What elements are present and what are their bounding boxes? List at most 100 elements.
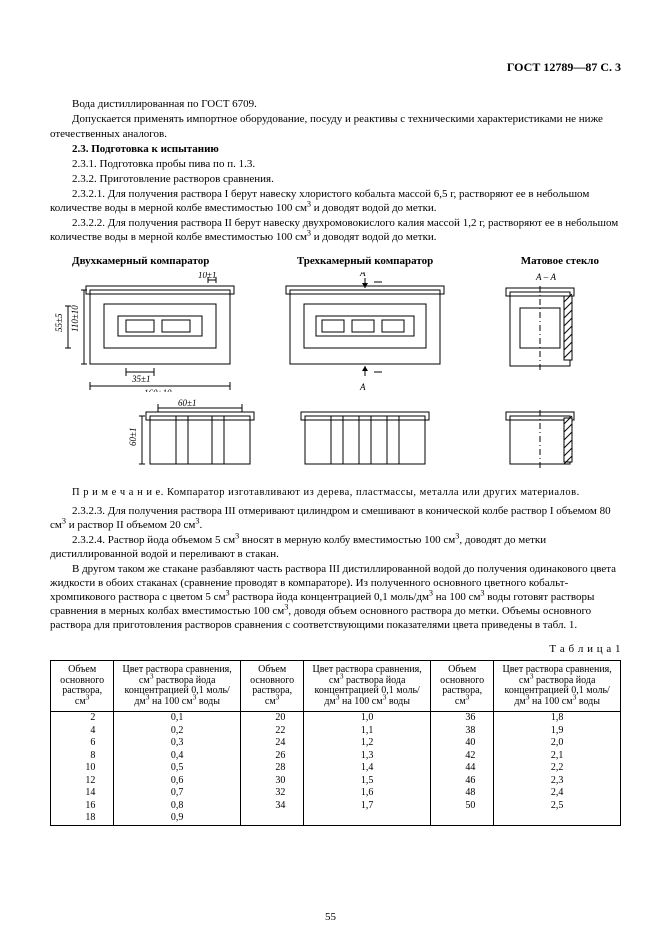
th-vol-3: Объем основного раствора,см3 (431, 661, 494, 712)
table-cell: 46 (431, 775, 494, 788)
table-cell: 2,4 (494, 787, 621, 800)
dim-160: 160±10 (144, 388, 172, 392)
table-cell: 2,2 (494, 762, 621, 775)
text: и доводят водой до метки. (311, 231, 437, 243)
doc-title: ГОСТ 12789—87 С. 3 (50, 60, 621, 75)
table-cell: 0,9 (114, 812, 241, 825)
table-caption: Т а б л и ц а 1 (50, 642, 621, 656)
table-cell (431, 812, 494, 825)
figure-labels: Двухкамерный компаратор Трехкамерный ком… (72, 254, 599, 268)
table-cell: 38 (431, 725, 494, 738)
page-number: 55 (0, 910, 661, 924)
section-mark-a-bottom: А (359, 382, 366, 392)
th-color-3: Цвет раствора сравнения, см3 раствора йо… (494, 661, 621, 712)
table-cell: 22 (241, 725, 304, 738)
table-cell (241, 812, 304, 825)
table-cell: 44 (431, 762, 494, 775)
section-mark-a-top: А (359, 272, 366, 278)
para-2-3-2: 2.3.2. Приготовление растворов сравнения… (50, 172, 621, 186)
table-cell: 10 (51, 762, 114, 775)
dim-60b: 60±1 (128, 428, 138, 446)
table-cell: 4 (51, 725, 114, 738)
table-cell: 0,2 (114, 725, 241, 738)
table-cell: 20 (241, 712, 304, 725)
table-cell: 48 (431, 787, 494, 800)
text: . (199, 519, 202, 531)
table-cell: 1,6 (304, 787, 431, 800)
table-cell: 0,1 (114, 712, 241, 725)
section-2-3-title: 2.3. Подготовка к испытанию (50, 142, 621, 156)
figure-note: П р и м е ч а н и е. Компаратор изготавл… (50, 486, 621, 499)
para-2-3-2-3: 2.3.2.3. Для получения раствора III отме… (50, 504, 621, 532)
table-cell: 1,4 (304, 762, 431, 775)
fig-label-2chamber: Двухкамерный компаратор (72, 254, 209, 268)
table-cell: 12 (51, 775, 114, 788)
table-cell: 2,0 (494, 737, 621, 750)
table-row: 160,8341,7502,5 (51, 800, 621, 813)
para-discussion: В другом таком же стакане разбавляют час… (50, 562, 621, 632)
table-cell: 28 (241, 762, 304, 775)
table-cell: 24 (241, 737, 304, 750)
dim-60a: 60±1 (178, 398, 196, 408)
table-cell: 1,0 (304, 712, 431, 725)
text: на 100 см (433, 591, 480, 603)
table-cell: 18 (51, 812, 114, 825)
th-color-1: Цвет раствора сравнения, см3 раствора йо… (114, 661, 241, 712)
table-cell: 2 (51, 712, 114, 725)
table-row: 180,9 (51, 812, 621, 825)
table-cell: 1,1 (304, 725, 431, 738)
para-2-3-2-1: 2.3.2.1. Для получения раствора I берут … (50, 187, 621, 215)
table-cell: 34 (241, 800, 304, 813)
th-color-2: Цвет раствора сравнения, см3 раствора йо… (304, 661, 431, 712)
text: раствора йода концентрацией 0,1 моль/дм (230, 591, 429, 603)
table-row: 80,4261,3422,1 (51, 750, 621, 763)
dim-110: 110±10 (70, 305, 80, 332)
table-row: 40,2221,1381,9 (51, 725, 621, 738)
table-cell: 40 (431, 737, 494, 750)
fig-label-3chamber: Трехкамерный компаратор (297, 254, 433, 268)
figure-bottom-row: 60±1 60±1 (50, 398, 621, 478)
table-row: 60,3241,2402,0 (51, 737, 621, 750)
table-cell: 1,3 (304, 750, 431, 763)
table-cell: 26 (241, 750, 304, 763)
table-cell: 0,8 (114, 800, 241, 813)
table-cell: 42 (431, 750, 494, 763)
table-cell: 30 (241, 775, 304, 788)
dim-35: 35±1 (131, 374, 150, 384)
table-cell: 14 (51, 787, 114, 800)
table-cell: 2,3 (494, 775, 621, 788)
table-cell (304, 812, 431, 825)
para-2-3-2-2: 2.3.2.2. Для получения раствора II берут… (50, 216, 621, 244)
table-cell: 1,2 (304, 737, 431, 750)
para-water: Вода дистиллированная по ГОСТ 6709. (50, 97, 621, 111)
table-cell (494, 812, 621, 825)
table-cell: 2,1 (494, 750, 621, 763)
table-cell: 16 (51, 800, 114, 813)
table-cell: 50 (431, 800, 494, 813)
fig-label-matte-glass: Матовое стекло (521, 254, 599, 268)
table-cell: 0,3 (114, 737, 241, 750)
table-row: 120,6301,5462,3 (51, 775, 621, 788)
text: вносят в мерную колбу вместимостью 100 с… (239, 534, 455, 546)
para-2-3-1: 2.3.1. Подготовка пробы пива по п. 1.3. (50, 157, 621, 171)
table-cell: 1,5 (304, 775, 431, 788)
text: 2.3.2.4. Раствор йода объемом 5 см (72, 534, 235, 546)
table-cell: 0,4 (114, 750, 241, 763)
dim-10: 10±1 (198, 272, 216, 280)
table-1: Объем основного раствора,см3 Цвет раство… (50, 660, 621, 826)
text: и доводят водой до метки. (311, 202, 437, 214)
para-2-3-2-4: 2.3.2.4. Раствор йода объемом 5 см3 внос… (50, 533, 621, 561)
dim-55: 55±5 (54, 313, 64, 332)
table-cell: 1,7 (304, 800, 431, 813)
table-cell: 1,9 (494, 725, 621, 738)
page: ГОСТ 12789—87 С. 3 Вода дистиллированная… (0, 0, 661, 936)
table-row: 20,1201,0361,8 (51, 712, 621, 725)
section-aa-label: А – А (535, 272, 556, 282)
th-vol-1: Объем основного раствора,см3 (51, 661, 114, 712)
table-cell: 6 (51, 737, 114, 750)
text: и раствор II объемом 20 см (66, 519, 195, 531)
figure-top-row: 110±10 55±5 10±1 35±1 160±10 (50, 272, 621, 392)
th-vol-2: Объем основного раствора,см3 (241, 661, 304, 712)
table-row: 140,7321,6482,4 (51, 787, 621, 800)
table-cell: 0,6 (114, 775, 241, 788)
